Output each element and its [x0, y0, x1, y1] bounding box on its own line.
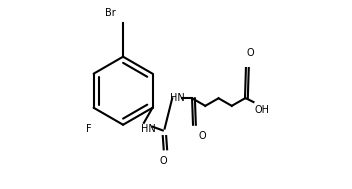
Text: Br: Br — [105, 8, 116, 18]
Text: O: O — [160, 156, 168, 166]
Text: OH: OH — [254, 105, 270, 115]
Text: F: F — [86, 124, 92, 133]
Text: HN: HN — [141, 124, 156, 133]
Text: HN: HN — [170, 93, 184, 103]
Text: O: O — [199, 131, 206, 141]
Text: O: O — [247, 48, 254, 58]
